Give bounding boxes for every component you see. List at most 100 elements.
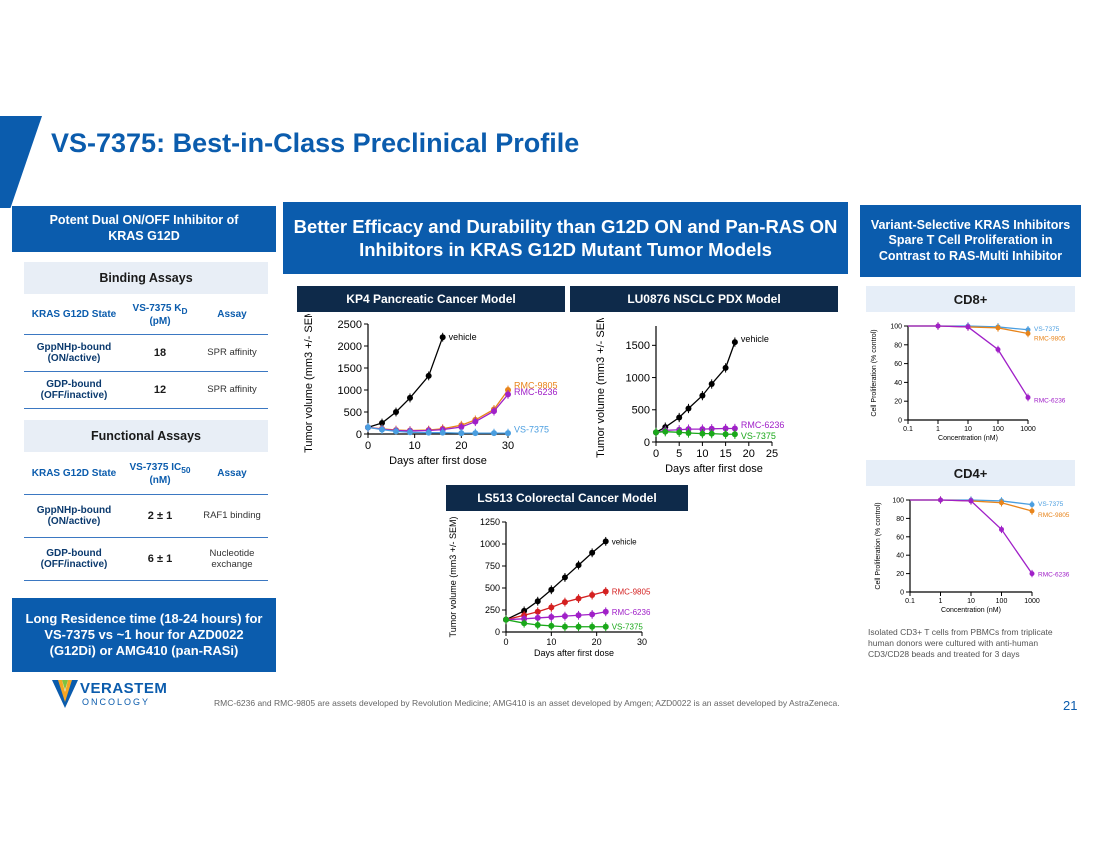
- x-tick-label: 30: [502, 440, 514, 452]
- kp4-chart-title: KP4 Pancreatic Cancer Model: [297, 286, 565, 312]
- middle-panel-header: Better Efficacy and Durability than G12D…: [283, 202, 848, 274]
- methods-note: Isolated CD3+ T cells from PBMCs from tr…: [868, 627, 1053, 660]
- y-tick-label: 1000: [338, 385, 362, 397]
- x-axis-label: Concentration (nM): [938, 435, 998, 442]
- x-tick-label: 1000: [1020, 426, 1036, 433]
- y-tick-label: 2000: [338, 341, 362, 353]
- functional-assays-table: KRAS G12D State VS-7375 IC50 (nM) Assay …: [24, 454, 268, 581]
- data-point: [1029, 502, 1035, 508]
- table-row: GDP-bound (OFF/inactive) 12 SPR affinity: [24, 371, 268, 409]
- ls513-chart: 0 250 500 750 1000 1250 0 10 20 30 Days after firs…: [444, 514, 688, 666]
- data-point: [425, 429, 432, 436]
- y-tick-label: 250: [485, 605, 500, 615]
- data-point: [561, 613, 568, 620]
- y-tick-label: 40: [896, 553, 904, 560]
- x-tick-label: 0.1: [903, 426, 913, 433]
- data-point: [575, 612, 582, 619]
- series-line: [655, 341, 736, 433]
- data-point: [708, 430, 715, 437]
- y-tick-label: 0: [900, 589, 904, 596]
- data-point: [731, 339, 738, 346]
- data-point: [662, 428, 669, 435]
- y-tick-label: 80: [894, 342, 902, 349]
- col-assay-header: Assay: [196, 296, 268, 335]
- data-point: [548, 604, 555, 611]
- data-point: [602, 608, 609, 615]
- data-point: [561, 623, 568, 630]
- data-point: [708, 381, 715, 387]
- series-label: vehicle: [741, 334, 769, 344]
- y-tick-label: 2500: [338, 319, 362, 331]
- data-point: [708, 425, 715, 432]
- data-point: [995, 347, 1001, 352]
- footnote: RMC-6236 and RMC-9805 are assets develop…: [214, 698, 840, 708]
- y-tick-label: 1250: [480, 517, 500, 527]
- data-point: [458, 423, 465, 430]
- x-tick-label: 1000: [1024, 598, 1040, 605]
- x-axis-label: Concentration (nM): [941, 607, 1001, 614]
- data-point: [699, 430, 706, 437]
- table-row: GppNHp-bound (ON/active) 2 ± 1 RAF1 bind…: [24, 494, 268, 538]
- kp4-chart: 0 500 1000 1500 2000 2500 0 10 20 30 Days after fi…: [298, 305, 566, 480]
- x-tick-label: 1: [936, 426, 940, 433]
- lu0876-chart: 0 500 1000 1500 0 5 10 15 20 25 Days after first d…: [590, 310, 838, 480]
- series-label: vehicle: [612, 537, 637, 546]
- y-axis-label: Tumor volume (mm3 +/- SEM): [595, 318, 607, 458]
- x-tick-label: 15: [719, 448, 731, 460]
- data-point: [393, 428, 399, 435]
- data-point: [503, 616, 509, 623]
- series-label: RMC-6236: [514, 387, 558, 397]
- data-point: [439, 429, 446, 436]
- data-point: [491, 408, 497, 415]
- series-label: RMC-9805: [514, 381, 558, 391]
- right-panel-header: Variant-Selective KRAS Inhibitors Spare …: [860, 205, 1081, 277]
- x-tick-label: 0: [503, 637, 508, 647]
- page-number: 21: [1063, 698, 1078, 713]
- binding-assays-table: KRAS G12D State VS-7375 KD (pM) Assay Gp…: [24, 296, 268, 409]
- data-point: [575, 595, 582, 602]
- series-label: RMC-6236: [1034, 397, 1066, 404]
- x-axis-label: Days after first dose: [665, 463, 763, 475]
- logo-name: VERASTEM: [80, 680, 168, 697]
- series-label: VS-7375: [1038, 501, 1064, 508]
- data-point: [393, 409, 399, 415]
- lu0876-chart-title: LU0876 NSCLC PDX Model: [570, 286, 838, 312]
- data-point: [938, 497, 943, 503]
- x-tick-label: 100: [992, 426, 1004, 433]
- data-point: [999, 500, 1004, 506]
- col-state-header: KRAS G12D State: [24, 454, 124, 495]
- x-tick-label: 20: [743, 448, 755, 460]
- y-axis-label: Cell Proliferation (% control): [871, 329, 878, 416]
- data-point: [561, 599, 568, 606]
- data-point: [379, 426, 385, 433]
- data-point: [1025, 394, 1031, 400]
- y-tick-label: 60: [896, 534, 904, 541]
- binding-assays-title: Binding Assays: [24, 262, 268, 294]
- functional-assays-title: Functional Assays: [24, 420, 268, 452]
- col-value-header: VS-7375 KD (pM): [124, 296, 196, 335]
- residence-time-box: Long Residence time (18-24 hours) for VS…: [12, 598, 276, 672]
- data-point: [968, 498, 974, 504]
- y-tick-label: 1000: [480, 539, 500, 549]
- logo-mark-icon: [52, 680, 78, 708]
- table-row: GDP-bound (OFF/inactive) 6 ± 1 Nucleotid…: [24, 537, 268, 581]
- y-tick-label: 500: [632, 405, 650, 417]
- x-tick-label: 25: [766, 448, 778, 460]
- data-point: [1029, 508, 1035, 514]
- data-point: [602, 538, 609, 545]
- data-point: [1025, 331, 1031, 337]
- series-line: [367, 426, 508, 434]
- y-axis-label: Cell Proliferation (% control): [875, 502, 882, 589]
- data-point: [407, 394, 413, 401]
- y-tick-label: 0: [898, 417, 902, 424]
- data-point: [995, 325, 1001, 331]
- page-title: VS-7375: Best-in-Class Preclinical Profi…: [51, 128, 580, 158]
- y-tick-label: 1000: [626, 372, 650, 384]
- x-tick-label: 0.1: [905, 598, 915, 605]
- x-tick-label: 1: [939, 598, 943, 605]
- cd4-chart-title: CD4+: [866, 460, 1075, 486]
- series-line: [367, 393, 509, 432]
- cd8-chart-title: CD8+: [866, 286, 1075, 312]
- data-point: [575, 562, 582, 569]
- data-point: [676, 414, 683, 421]
